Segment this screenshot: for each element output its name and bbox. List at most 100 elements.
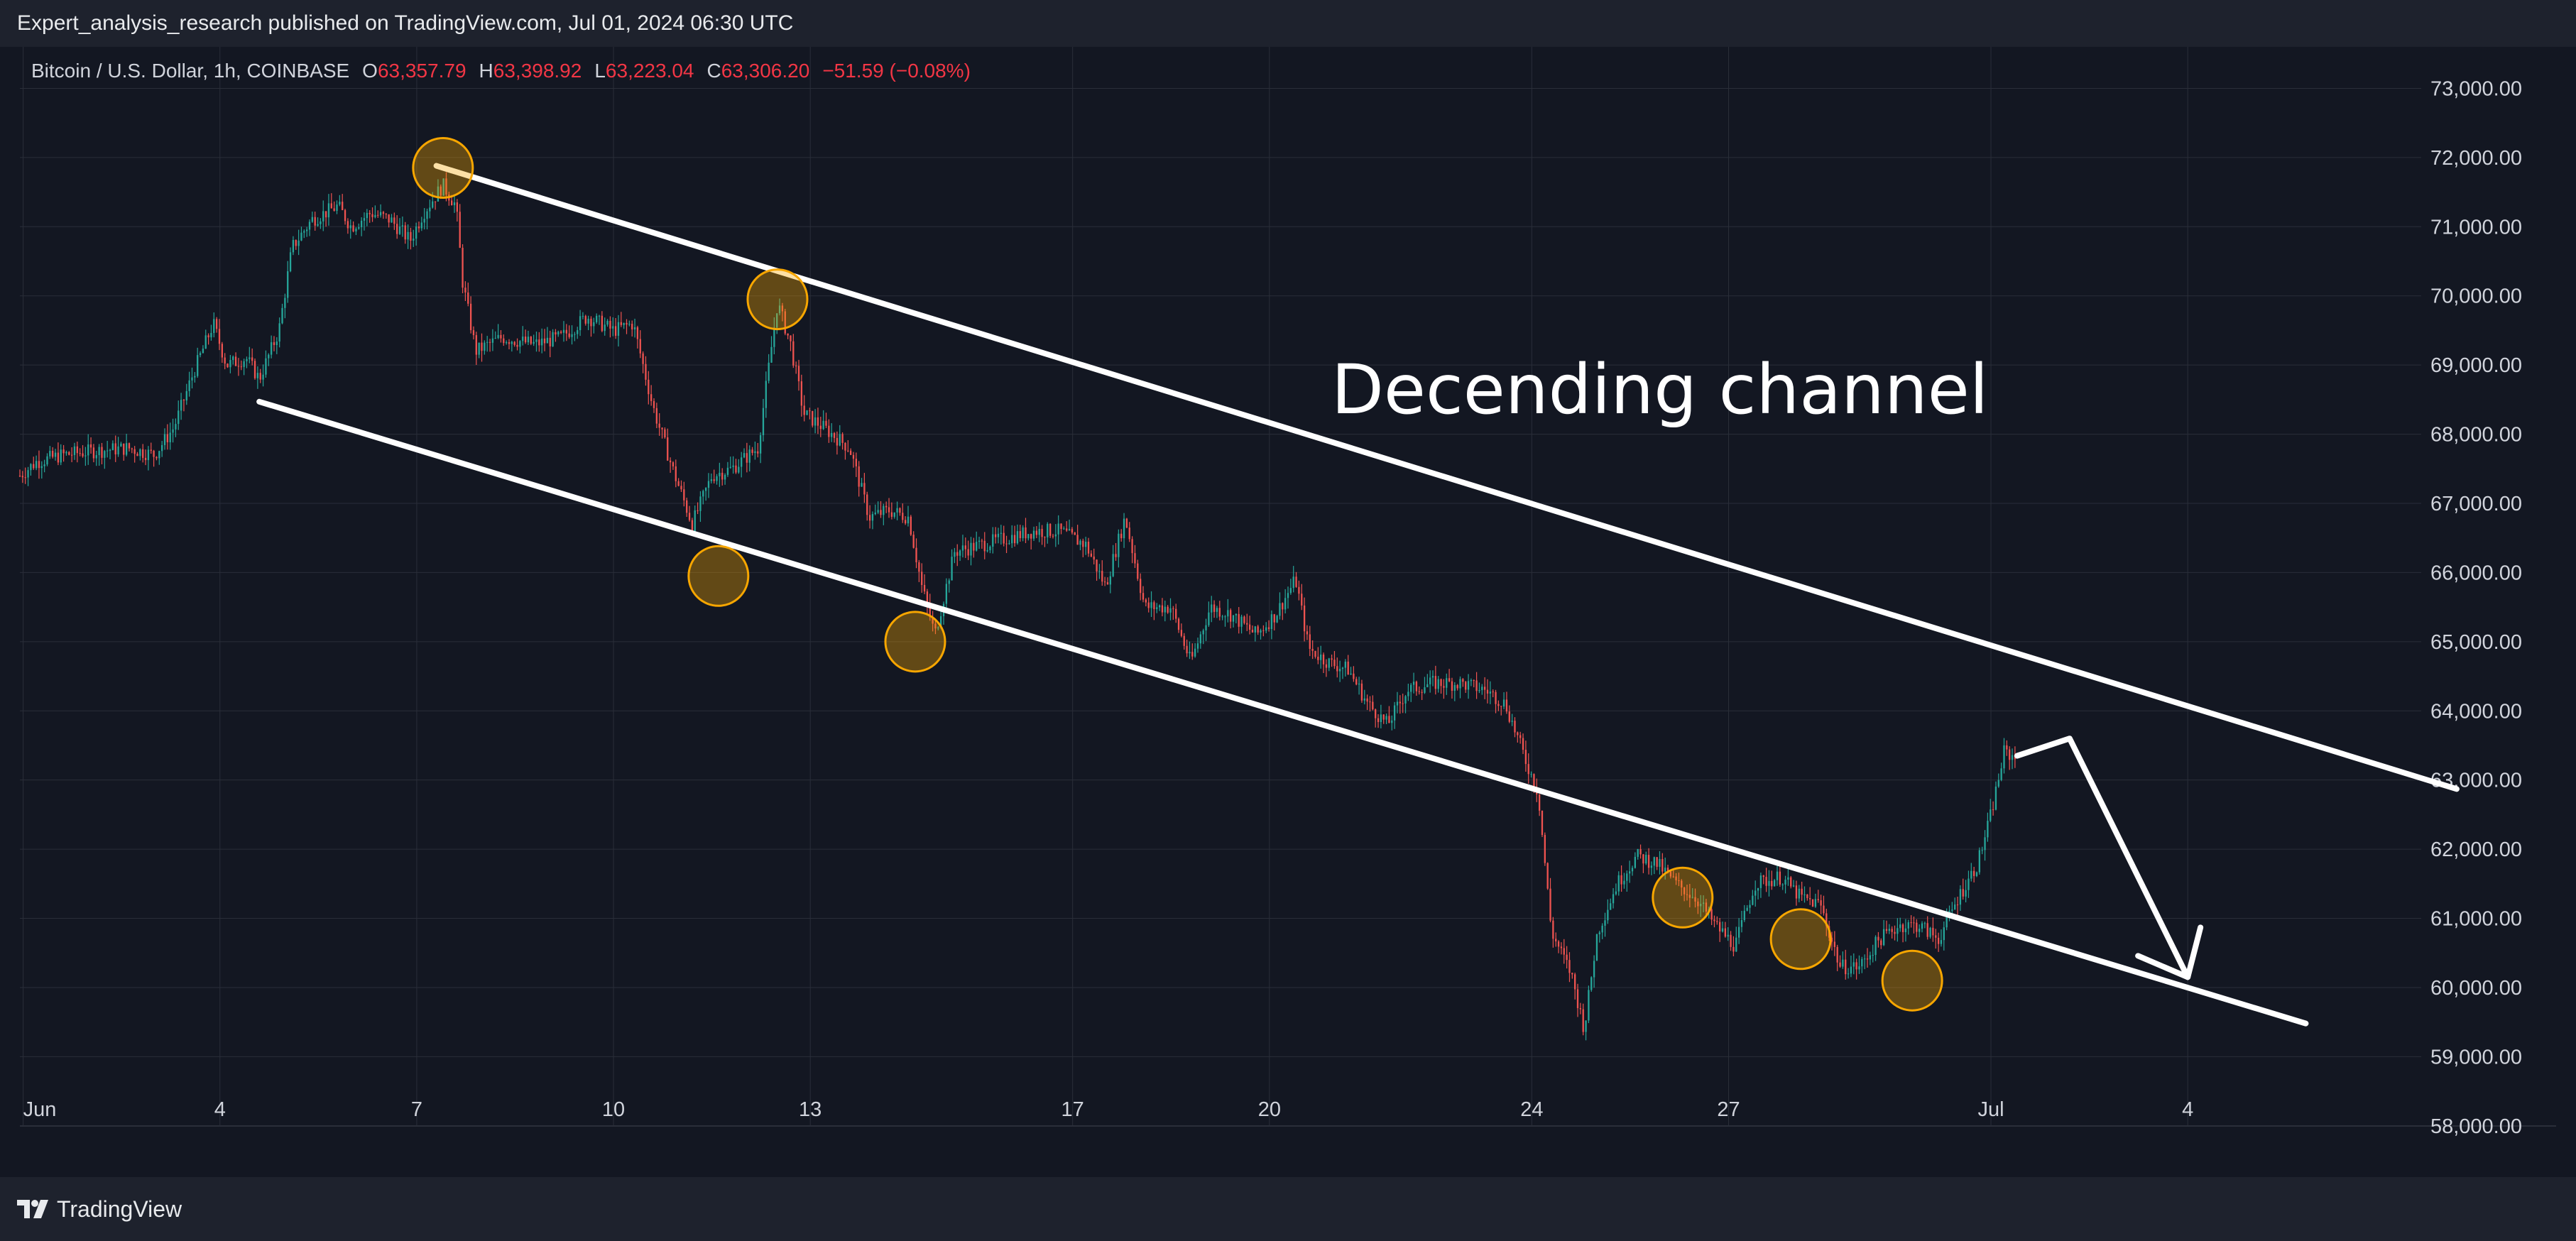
candle-body	[1866, 958, 1869, 960]
candle-body	[306, 229, 308, 231]
candle-body	[1336, 666, 1338, 672]
candle-body	[1475, 680, 1478, 691]
candle-body	[123, 443, 125, 455]
channel-label[interactable]: Decending channel	[1331, 350, 1988, 430]
candle-body	[1232, 615, 1235, 622]
symbol-label[interactable]: Bitcoin / U.S. Dollar, 1h, COINBASE	[31, 60, 350, 82]
candle-body	[1235, 613, 1238, 616]
candle-body	[1719, 922, 1721, 932]
candle-body	[24, 477, 26, 479]
candle-body	[1560, 946, 1563, 948]
candle-body	[1637, 848, 1639, 857]
candle-body	[626, 322, 628, 325]
candle-body	[188, 380, 190, 391]
candle-body	[114, 443, 116, 455]
candle-body	[1514, 721, 1516, 733]
candle-body	[1022, 527, 1024, 538]
candle-body	[1820, 900, 1822, 906]
candle-body	[741, 457, 743, 467]
candle-body	[1019, 531, 1021, 538]
candle-body	[358, 227, 360, 229]
candle-body	[967, 549, 969, 556]
candle-body	[1360, 683, 1363, 701]
candle-body	[1544, 835, 1546, 863]
candle-body	[1505, 699, 1508, 712]
candle-body	[1424, 687, 1426, 693]
candle-body	[1194, 648, 1196, 657]
candle-body	[934, 623, 937, 629]
candle-body	[841, 434, 844, 443]
candle-body	[1937, 937, 1940, 944]
candle-body	[707, 481, 710, 488]
candle-body	[809, 410, 811, 412]
tradingview-brand[interactable]: TradingView	[17, 1196, 182, 1223]
chart-pane[interactable]	[20, 47, 2562, 1200]
candle-body	[2011, 755, 2014, 760]
candle-body	[401, 225, 404, 227]
candle-body	[1068, 529, 1071, 531]
candle-body	[2003, 745, 2005, 769]
candle-body	[612, 326, 614, 329]
candle-body	[704, 488, 707, 491]
candle-body	[1765, 877, 1767, 886]
candle-body	[565, 329, 567, 334]
candle-body	[1421, 691, 1423, 693]
candle-body	[650, 394, 653, 401]
candle-body	[1508, 711, 1510, 722]
candle-body	[1919, 929, 1921, 932]
candle-body	[1211, 604, 1213, 613]
candle-body	[1150, 602, 1152, 608]
candle-body	[1167, 606, 1169, 613]
candle-body	[1180, 630, 1183, 636]
candle-body	[84, 455, 87, 457]
candle-body	[1320, 654, 1322, 660]
candle-body	[89, 444, 92, 448]
time-axis[interactable]: Jun 4 7 10 13 17 20 24 27 Jul 4	[23, 1098, 2194, 1121]
candle-body	[1063, 528, 1065, 530]
candle-body	[1634, 856, 1637, 868]
candle-body	[1759, 875, 1762, 888]
candle-body	[1730, 934, 1732, 947]
candle-body	[1483, 687, 1486, 690]
candle-body	[1552, 920, 1554, 939]
candle-body	[505, 341, 508, 344]
candle-body	[1666, 868, 1669, 872]
candle-body	[1183, 635, 1185, 646]
time-tick-label: 27	[1717, 1098, 1740, 1121]
candle-body	[1333, 660, 1336, 667]
candle-body	[1106, 582, 1109, 585]
candle-body	[1910, 922, 1912, 924]
open-value: 63,357.79	[377, 60, 466, 82]
candle-body	[667, 437, 669, 461]
candle-body	[1809, 898, 1811, 900]
candle-body	[697, 510, 699, 511]
candle-body	[303, 231, 305, 233]
candle-body	[1681, 880, 1683, 888]
candle-body	[1443, 686, 1445, 688]
candle-body	[43, 464, 45, 466]
candle-body	[92, 447, 95, 459]
candle-body	[1306, 631, 1309, 635]
time-tick-label: 4	[2182, 1098, 2193, 1121]
candle-body	[724, 474, 726, 480]
candle-body	[1904, 928, 1907, 932]
candle-body	[639, 339, 641, 354]
candle-body	[1213, 604, 1216, 612]
candle-body	[768, 362, 770, 381]
candle-body	[1929, 927, 1931, 937]
candle-body	[672, 462, 675, 466]
candle-body	[1399, 701, 1401, 704]
candle-body	[308, 222, 311, 230]
candle-body	[1610, 903, 1612, 910]
price-tick-label: 70,000.00	[2430, 285, 2522, 308]
candle-body	[426, 211, 428, 219]
candle-body	[265, 358, 267, 375]
candle-body	[1035, 530, 1038, 535]
drawings[interactable]: Decending channel	[256, 136, 2460, 1027]
candle-body	[1740, 920, 1743, 927]
candle-body	[1852, 962, 1855, 967]
price-axis[interactable]: 73,000.00 72,000.00 71,000.00 70,000.00 69,0…	[2430, 77, 2522, 1137]
price-chart[interactable]: 73,000.00 72,000.00 71,000.00 70,000.00 69,0…	[0, 47, 2576, 1177]
candle-body	[738, 466, 740, 473]
candle-body	[1907, 922, 1909, 929]
